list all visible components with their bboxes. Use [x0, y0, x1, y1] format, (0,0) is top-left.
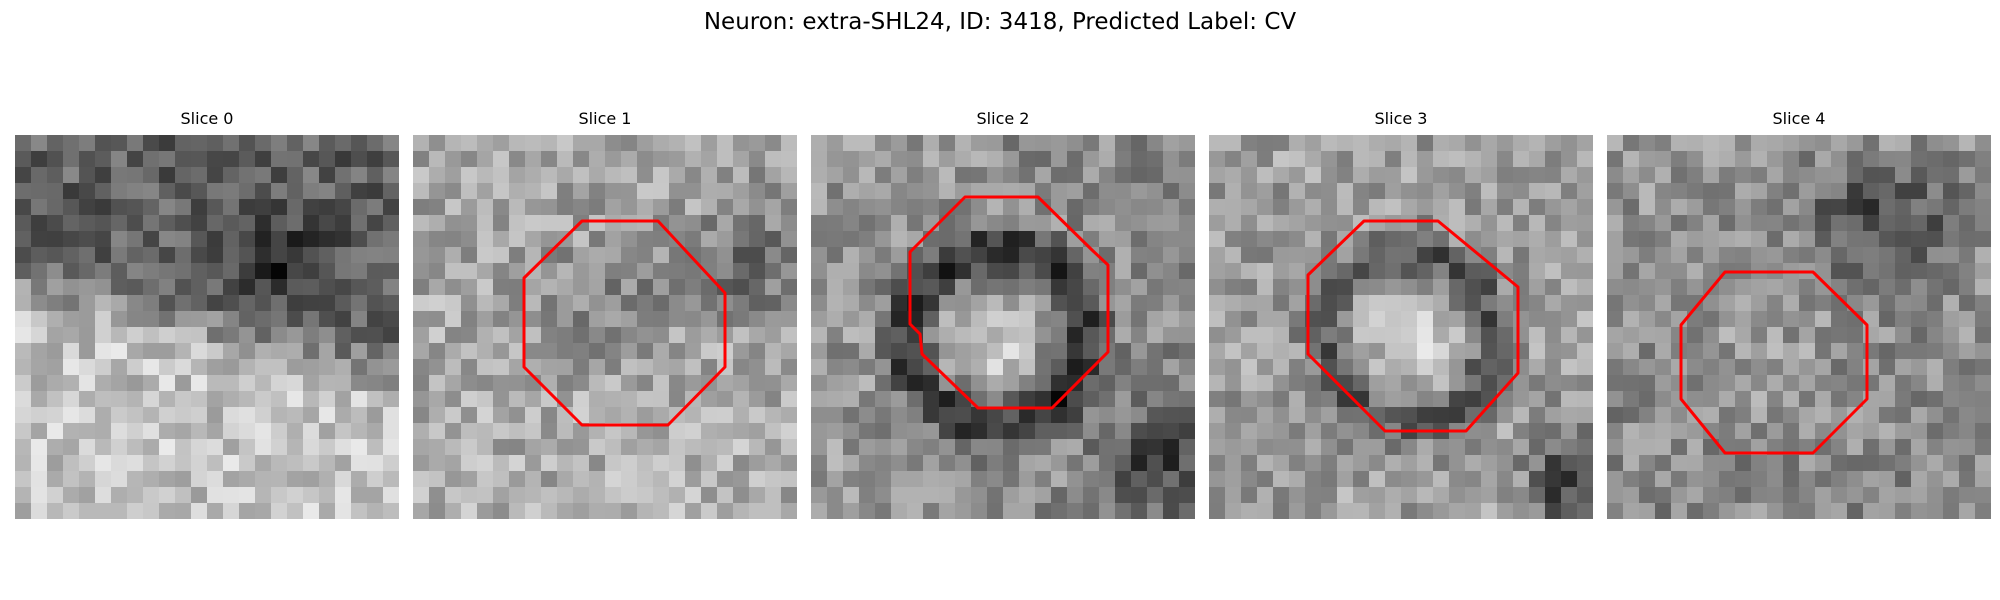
slice-title-3: Slice 3 — [1374, 109, 1428, 128]
slice-image-0 — [15, 135, 399, 519]
slice-panel-2: Slice 2 — [811, 109, 1195, 519]
slice-canvas-2 — [811, 135, 1195, 519]
slice-canvas-0 — [15, 135, 399, 519]
slice-panel-0: Slice 0 — [15, 109, 399, 519]
slice-title-2: Slice 2 — [976, 109, 1030, 128]
outline-polygon-4 — [1679, 270, 1869, 455]
slice-image-1 — [413, 135, 797, 519]
slice-image-3 — [1209, 135, 1593, 519]
outline-polygon-2 — [908, 195, 1110, 410]
slice-title-0: Slice 0 — [180, 109, 234, 128]
figure-title: Neuron: extra-SHL24, ID: 3418, Predicted… — [703, 9, 1297, 35]
slice-canvas-1 — [413, 135, 797, 519]
slice-image-2 — [811, 135, 1195, 519]
slice-image-4 — [1607, 135, 1991, 519]
slice-canvas-3 — [1209, 135, 1593, 519]
slice-panel-1: Slice 1 — [413, 109, 797, 519]
slice-title-1: Slice 1 — [578, 109, 632, 128]
outline-polygon-3 — [1306, 219, 1520, 433]
slice-title-4: Slice 4 — [1772, 109, 1826, 128]
slice-panel-3: Slice 3 — [1209, 109, 1593, 519]
slice-canvas-4 — [1607, 135, 1991, 519]
outline-polygon-1 — [522, 219, 727, 427]
slice-panel-4: Slice 4 — [1607, 109, 1991, 519]
